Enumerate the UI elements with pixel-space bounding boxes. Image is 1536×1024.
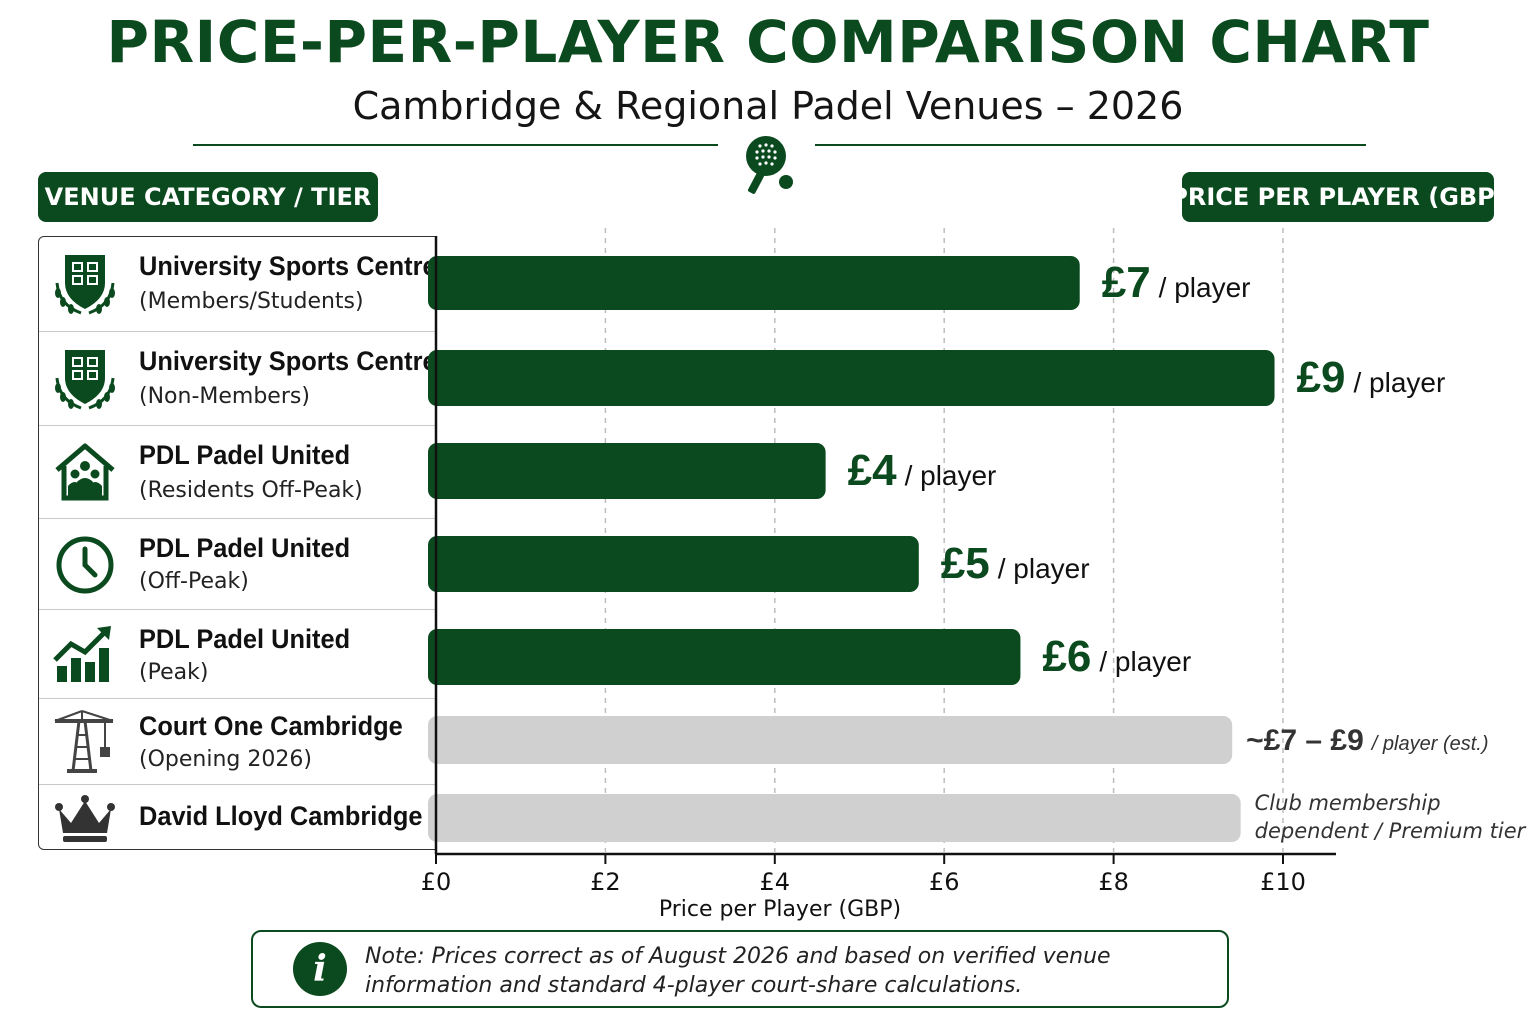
venue-tier: (Peak) — [139, 660, 209, 685]
crown-icon — [55, 795, 115, 842]
crane-icon — [54, 710, 114, 773]
venue-name: PDL Padel United — [139, 533, 351, 563]
venue-tier: (Off-Peak) — [139, 569, 249, 594]
venue-tier: (Opening 2026) — [139, 747, 312, 772]
growth-chart-icon — [53, 626, 111, 682]
bar — [428, 350, 1275, 406]
bar — [428, 256, 1080, 310]
price-per-player-pill: PRICE PER PLAYER (GBP) — [1170, 172, 1506, 222]
note-text: Note: Prices correct as of August 2026 a… — [365, 944, 1111, 998]
value-label: £4/ player — [848, 446, 997, 495]
venue-row: PDL Padel United (Off-Peak) — [39, 519, 435, 610]
shield-laurel-icon — [55, 255, 115, 315]
value-label: ~£7 – £9/ player (est.) — [1246, 724, 1488, 757]
venue-tier: (Non-Members) — [139, 384, 310, 409]
venue-name: University Sports Centre — [139, 251, 437, 281]
chart-subtitle: Cambridge & Regional Padel Venues – 2026 — [352, 84, 1184, 128]
x-axis-label: Price per Player (GBP) — [659, 897, 901, 922]
venue-name: University Sports Centre — [139, 346, 437, 376]
bar — [428, 629, 1021, 685]
title-rule-left — [193, 144, 718, 146]
venue-tier: (Members/Students) — [139, 289, 364, 314]
x-tick-label: £6 — [929, 868, 960, 896]
info-icon: i — [293, 942, 347, 996]
padel-racket-icon — [746, 136, 793, 194]
value-label: dependent / Premium tier — [1255, 819, 1527, 843]
venue-row: PDL Padel United (Residents Off-Peak) — [39, 426, 435, 519]
x-tick-label: £2 — [590, 868, 621, 896]
venue-row: David Lloyd Cambridge — [39, 785, 435, 849]
shield-laurel-icon — [55, 350, 115, 410]
bar — [428, 443, 826, 499]
value-label: £5/ player — [941, 539, 1090, 588]
title-rule-right — [815, 144, 1366, 146]
venue-name: PDL Padel United — [139, 440, 351, 470]
venue-name: PDL Padel United — [139, 624, 351, 654]
bar — [428, 716, 1233, 764]
venue-name: Court One Cambridge — [139, 711, 403, 741]
clock-icon — [56, 536, 114, 594]
bar — [428, 536, 919, 592]
value-label: £9/ player — [1297, 353, 1446, 402]
venue-tier: (Residents Off-Peak) — [139, 478, 363, 503]
x-tick-label: £4 — [760, 868, 791, 896]
venue-row: University Sports Centre (Non-Members) — [39, 332, 437, 426]
venue-row: Court One Cambridge (Opening 2026) — [39, 699, 435, 785]
value-label: £6/ player — [1042, 632, 1191, 681]
x-tick-label: £8 — [1098, 868, 1129, 896]
value-label: Club membership — [1255, 791, 1441, 815]
bar — [428, 794, 1241, 842]
venue-category-pill: VENUE CATEGORY / TIER — [38, 172, 378, 222]
venue-list: University Sports Centre (Members/Studen… — [38, 236, 437, 850]
house-people-icon — [55, 443, 115, 501]
venue-row: University Sports Centre (Members/Studen… — [39, 237, 437, 332]
note-box: i Note: Prices correct as of August 2026… — [251, 930, 1229, 1008]
venue-name: David Lloyd Cambridge — [139, 801, 423, 831]
x-tick-label: £10 — [1260, 868, 1306, 896]
x-tick-label: £0 — [421, 868, 452, 896]
venue-row: PDL Padel United (Peak) — [39, 610, 435, 699]
chart-title: PRICE-PER-PLAYER COMPARISON CHART — [106, 8, 1430, 76]
value-label: £7/ player — [1102, 258, 1251, 307]
